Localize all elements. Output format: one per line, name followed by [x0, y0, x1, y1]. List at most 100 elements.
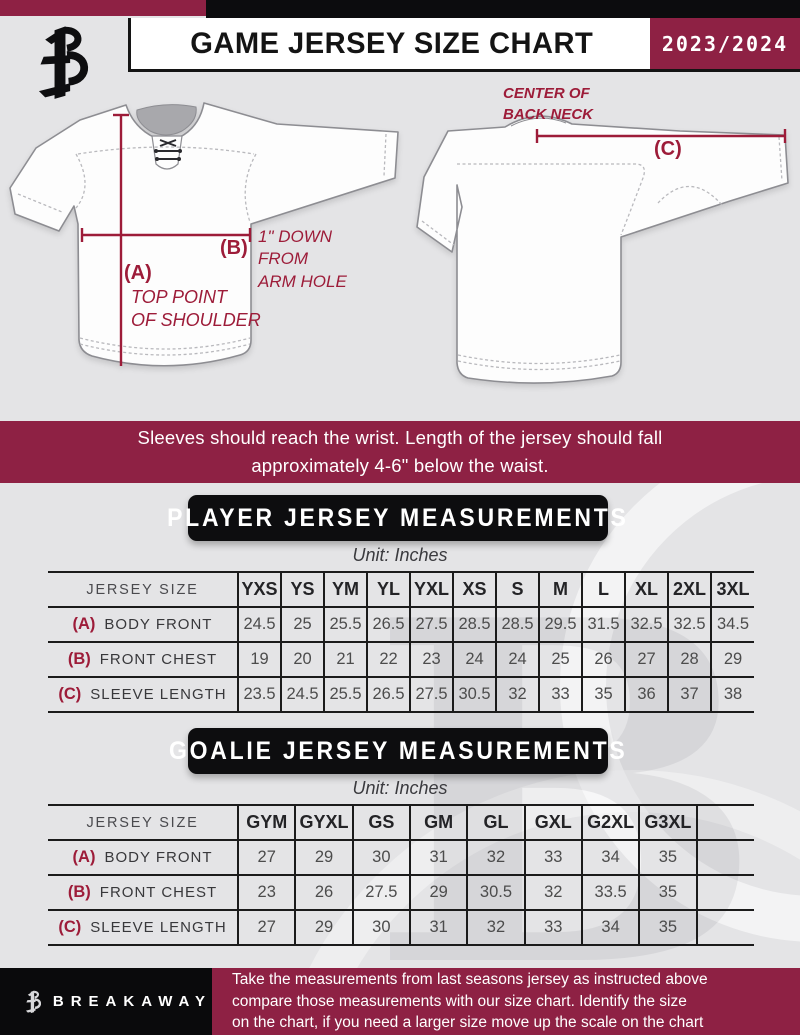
table-row: (B) FRONT CHEST 19 20 21 22 23 24 24 25 … [48, 642, 754, 677]
value-cell: 27.5 [409, 607, 453, 642]
table-row: (C) SLEEVE LENGTH 27 29 30 31 32 33 34 3… [48, 910, 754, 945]
goalie-unit-label: Unit: Inches [352, 778, 448, 798]
value-cell: 24 [452, 642, 496, 677]
value-cell: 35 [638, 910, 697, 945]
size-cell: XL [624, 572, 668, 607]
row-key: (B) [67, 883, 91, 901]
player-unit-label: Unit: Inches [352, 545, 448, 565]
size-cell: GL [466, 805, 525, 840]
measure-c-key: (C) [654, 138, 682, 160]
table-header-row: JERSEY SIZE YXS YS YM YL YXL XS S M L XL… [48, 572, 754, 607]
front-jersey-diagram [9, 102, 399, 367]
size-cell: YS [280, 572, 324, 607]
goalie-measurements-table: JERSEY SIZE GYM GYXL GS GM GL GXL G2XL G… [48, 804, 754, 946]
player-section-title: PLAYER JERSEY MEASUREMENTS [167, 503, 629, 532]
empty-cell [695, 875, 754, 910]
value-cell: 24.5 [237, 607, 281, 642]
size-cell: XS [452, 572, 496, 607]
table-row: (B) FRONT CHEST 23 26 27.5 29 30.5 32 33… [48, 875, 754, 910]
value-cell: 24 [495, 642, 539, 677]
season-label: 2023/2024 [661, 31, 789, 56]
value-cell: 35 [581, 677, 625, 712]
value-cell: 33 [523, 910, 582, 945]
row-label: FRONT CHEST [99, 651, 218, 668]
value-cell: 35 [638, 840, 697, 875]
value-cell: 30.5 [452, 677, 496, 712]
value-cell: 32 [495, 677, 539, 712]
goalie-section-header: GOALIE JERSEY MEASUREMENTS [169, 728, 625, 774]
value-cell: 28.5 [495, 607, 539, 642]
measure-c-text: CENTER OF BACK NECK [503, 85, 593, 123]
value-cell: 32 [466, 910, 525, 945]
column-header-jersey-size: JERSEY SIZE [86, 814, 199, 831]
value-cell: 23 [237, 875, 296, 910]
value-cell: 22 [366, 642, 410, 677]
empty-cell [695, 910, 754, 945]
size-cell: YL [366, 572, 410, 607]
goalie-section-title: GOALIE JERSEY MEASUREMENTS [168, 736, 628, 765]
measure-a-key: (A) [124, 262, 152, 284]
size-cell: 2XL [667, 572, 711, 607]
value-cell: 19 [237, 642, 281, 677]
top-accent-strip [0, 0, 206, 16]
size-cell: GS [351, 805, 411, 840]
size-cell: GYXL [294, 805, 353, 840]
row-label-cell: (A) BODY FRONT [48, 607, 238, 642]
value-cell: 32.5 [624, 607, 668, 642]
value-cell: 31.5 [581, 607, 625, 642]
row-label-cell: (B) FRONT CHEST [48, 642, 238, 677]
value-cell: 32 [466, 840, 525, 875]
row-label-cell: (C) SLEEVE LENGTH [48, 910, 238, 945]
value-cell: 27.5 [351, 875, 411, 910]
value-cell: 25 [538, 642, 582, 677]
measure-b-text: 1" DOWN FROM ARM HOLE [258, 227, 347, 291]
row-label: BODY FRONT [104, 616, 213, 633]
value-cell: 25 [280, 607, 324, 642]
value-cell: 32.5 [667, 607, 711, 642]
value-cell: 37 [667, 677, 711, 712]
row-key: (C) [58, 918, 82, 936]
empty-cell [695, 805, 754, 840]
empty-cell [695, 840, 754, 875]
value-cell: 27 [237, 840, 296, 875]
value-cell: 28.5 [452, 607, 496, 642]
value-cell: 27.5 [409, 677, 453, 712]
value-cell: 26 [581, 642, 625, 677]
table-header-row: JERSEY SIZE GYM GYXL GS GM GL GXL G2XL G… [48, 805, 754, 840]
value-cell: 25.5 [323, 607, 367, 642]
value-cell: 31 [409, 840, 468, 875]
size-cell: 3XL [710, 572, 754, 607]
top-black-bar [206, 0, 800, 18]
row-label: SLEEVE LENGTH [90, 686, 227, 703]
size-cell: S [495, 572, 539, 607]
measure-b-key: (B) [220, 237, 248, 259]
breakaway-logo-icon [25, 990, 41, 1013]
value-cell: 30 [351, 840, 411, 875]
value-cell: 29.5 [538, 607, 582, 642]
footer-brand-block: BREAKAWAY [0, 968, 212, 1035]
value-cell: 26.5 [366, 677, 410, 712]
row-label: SLEEVE LENGTH [90, 919, 227, 936]
player-section-header: PLAYER JERSEY MEASUREMENTS [167, 495, 626, 541]
row-key: (A) [72, 848, 96, 866]
value-cell: 29 [710, 642, 754, 677]
size-cell: G2XL [580, 805, 640, 840]
row-label-cell: (B) FRONT CHEST [48, 875, 238, 910]
value-cell: 23.5 [237, 677, 281, 712]
value-cell: 33 [538, 677, 582, 712]
value-cell: 23 [409, 642, 453, 677]
breakaway-logo-icon [38, 26, 89, 99]
value-cell: 24.5 [280, 677, 324, 712]
value-cell: 21 [323, 642, 367, 677]
column-header-jersey-size: JERSEY SIZE [86, 581, 199, 598]
value-cell: 33 [523, 840, 582, 875]
size-cell: YXS [237, 572, 281, 607]
table-row: (A) BODY FRONT 24.5 25 25.5 26.5 27.5 28… [48, 607, 754, 642]
value-cell: 28 [667, 642, 711, 677]
size-cell: M [538, 572, 582, 607]
value-cell: 32 [523, 875, 582, 910]
size-cell: GYM [237, 805, 296, 840]
table-row: (C) SLEEVE LENGTH 23.5 24.5 25.5 26.5 27… [48, 677, 754, 712]
season-badge: 2023/2024 [650, 18, 800, 69]
